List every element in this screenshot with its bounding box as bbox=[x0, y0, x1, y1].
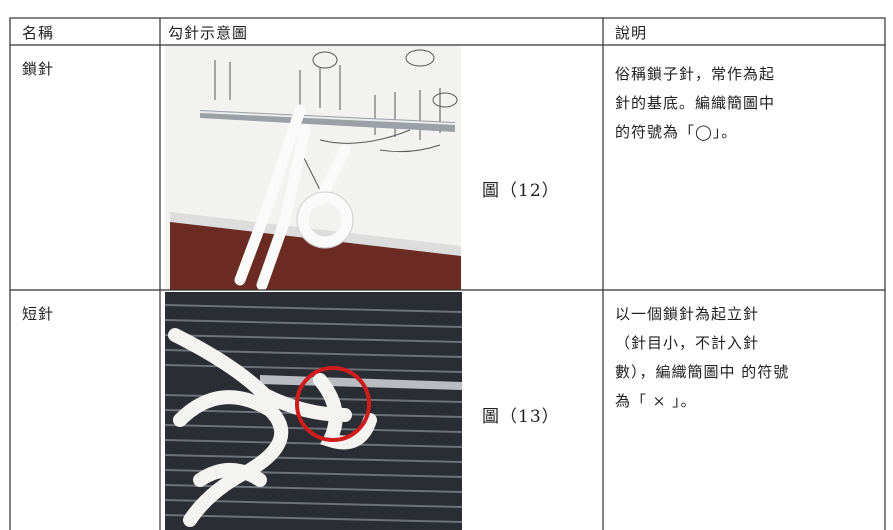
description: 以一個鎖針為起立針 （針目小，不計入針 數），編織簡圖中 的符號 為「 × 」。 bbox=[615, 300, 789, 416]
photo-single-crochet bbox=[164, 292, 463, 530]
stitch-name: 鎖針 bbox=[22, 60, 55, 78]
stitch-name: 短針 bbox=[22, 305, 55, 323]
description-line: 的符號為「◯」。 bbox=[615, 123, 738, 141]
header-cell: 勾針示意圖 bbox=[168, 24, 249, 42]
figure-caption: 圖（12） bbox=[482, 181, 560, 201]
description: 俗稱鎖子針，常作為起 針的基底。編織簡圖中 的符號為「◯」。 bbox=[615, 60, 775, 147]
figure-caption: 圖（13） bbox=[482, 407, 560, 427]
description-line: 以一個鎖針為起立針 bbox=[615, 305, 760, 323]
header-cell: 說明 bbox=[615, 24, 648, 42]
description-line: 為「 × 」。 bbox=[615, 392, 697, 410]
description-line: 俗稱鎖子針，常作為起 bbox=[615, 65, 776, 83]
table-borders bbox=[9, 17, 886, 530]
header-cell: 名稱 bbox=[22, 24, 55, 42]
photo-chain-stitch bbox=[165, 45, 461, 291]
description-line: 針的基底。編織簡圖中 bbox=[615, 94, 776, 112]
description-line: （針目小，不計入針 bbox=[615, 334, 760, 352]
description-line: 數），編織簡圖中 的符號 bbox=[615, 363, 790, 381]
